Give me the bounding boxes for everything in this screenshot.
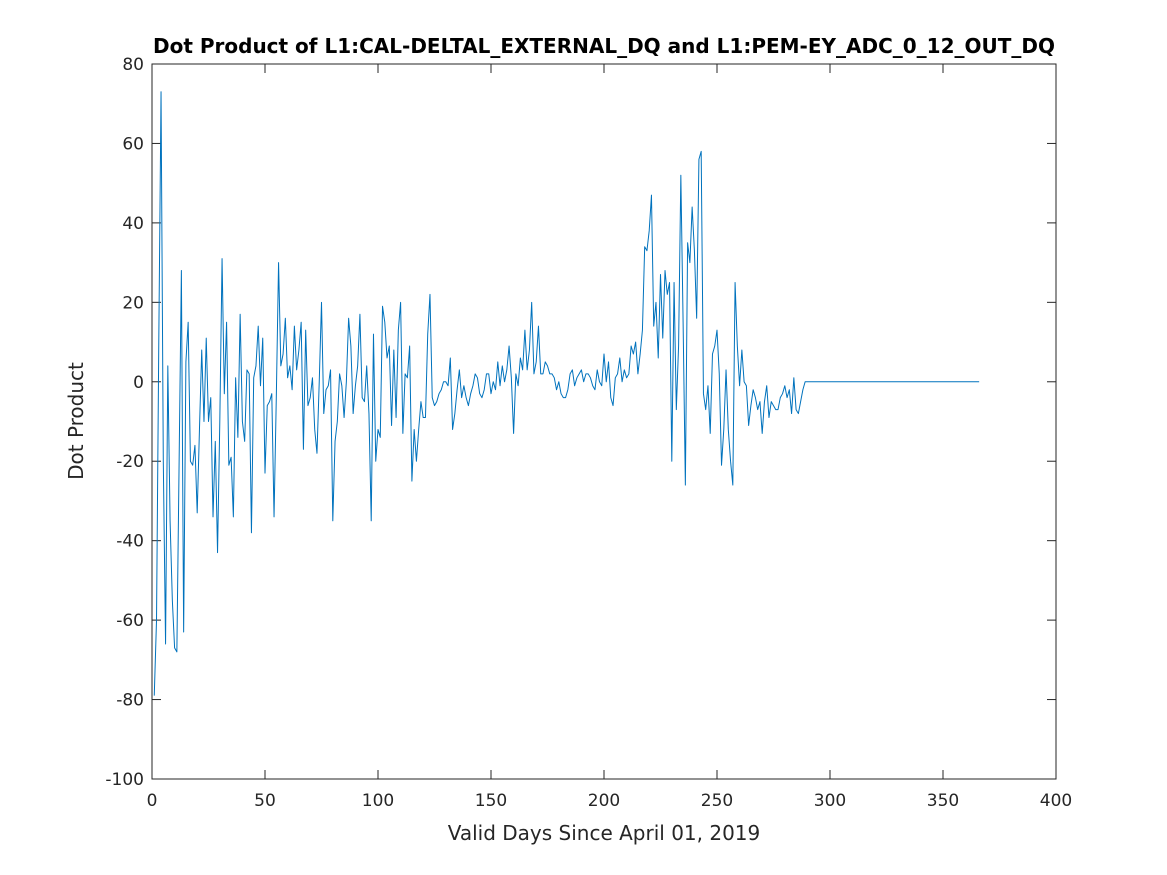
y-tick-label: -40 bbox=[116, 532, 144, 552]
x-tick-label: 400 bbox=[1040, 791, 1072, 811]
x-tick-label: 250 bbox=[701, 791, 733, 811]
x-tick-label: 300 bbox=[814, 791, 846, 811]
y-tick-label: 0 bbox=[133, 373, 144, 393]
y-tick-label: 60 bbox=[122, 134, 144, 154]
y-tick-label: -80 bbox=[116, 691, 144, 711]
x-tick-label: 50 bbox=[254, 791, 276, 811]
plot-area bbox=[151, 63, 1057, 780]
x-tick-label: 350 bbox=[927, 791, 959, 811]
x-tick-label: 100 bbox=[362, 791, 394, 811]
series-line bbox=[153, 91, 980, 696]
axis-ticks bbox=[151, 63, 1057, 780]
y-tick-label: 20 bbox=[122, 293, 144, 313]
x-tick-label: 0 bbox=[147, 791, 158, 811]
y-axis-label: Dot Product bbox=[64, 362, 88, 480]
y-tick-label: 40 bbox=[122, 214, 144, 234]
y-tick-labels: -100 -80 -60 -40 -20 0 20 40 60 80 bbox=[105, 55, 144, 790]
x-tick-labels: 0 50 100 150 200 250 300 350 400 bbox=[147, 791, 1073, 811]
y-tick-label: 80 bbox=[122, 55, 144, 75]
y-tick-label: -20 bbox=[116, 452, 144, 472]
y-tick-label: -100 bbox=[105, 770, 144, 790]
y-tick-label: -60 bbox=[116, 611, 144, 631]
x-tick-label: 200 bbox=[588, 791, 620, 811]
x-axis-label: Valid Days Since April 01, 2019 bbox=[448, 821, 761, 845]
chart-title: Dot Product of L1:CAL-DELTAL_EXTERNAL_DQ… bbox=[153, 34, 1055, 58]
x-tick-label: 150 bbox=[475, 791, 507, 811]
data-series bbox=[153, 91, 980, 696]
